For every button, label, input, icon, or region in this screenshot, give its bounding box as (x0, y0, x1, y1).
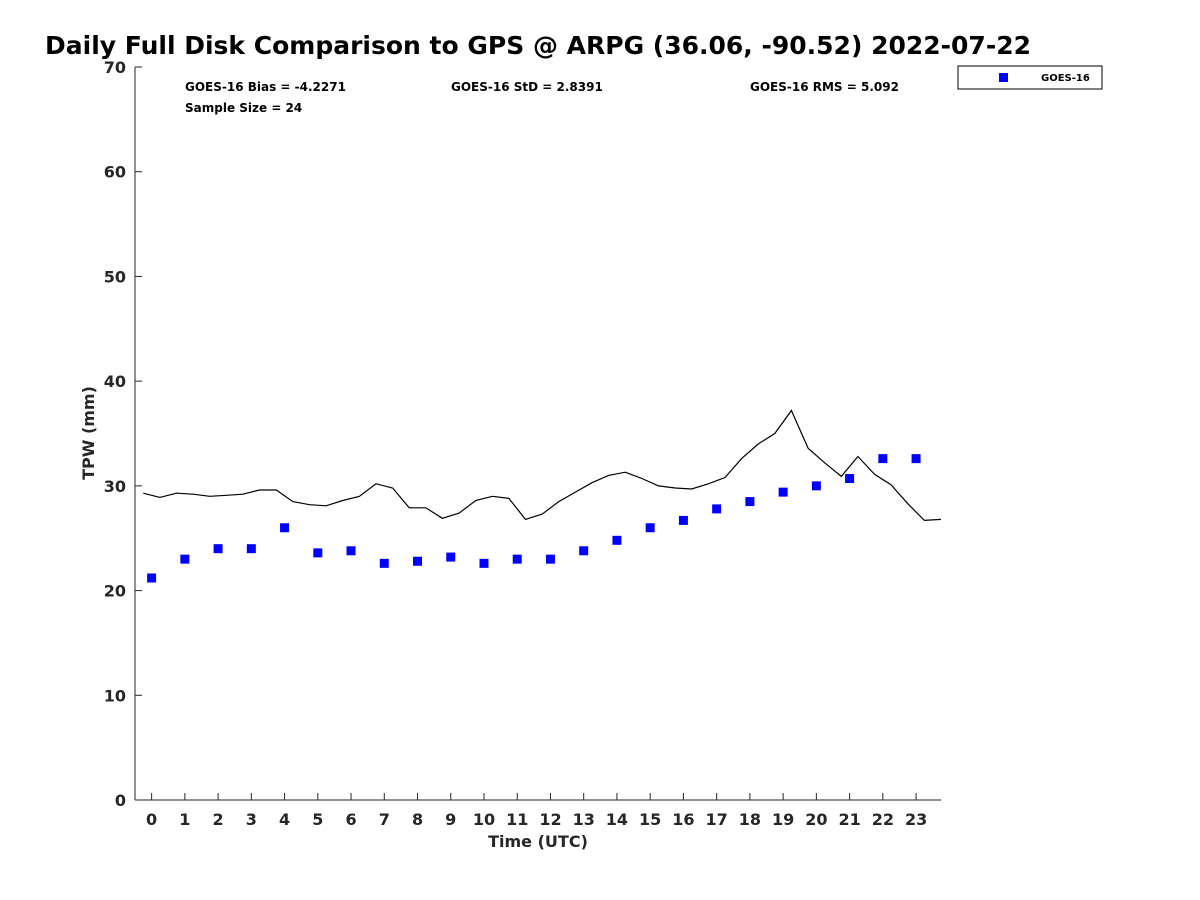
goes16-data-point (313, 548, 323, 558)
x-tick-label: 19 (772, 810, 794, 829)
x-tick-label: 16 (672, 810, 694, 829)
x-ticks: 0 1 2 3 4 5 6 7 8 9 10 11 12 13 14 15 16 17 18 19 20 21 22 23 (146, 793, 927, 829)
goes16-data-point (579, 546, 589, 556)
x-tick-label: 11 (506, 810, 528, 829)
y-tick-label: 70 (104, 58, 126, 77)
y-tick-label: 0 (115, 791, 126, 810)
x-tick-label: 21 (838, 810, 860, 829)
x-tick-label: 4 (279, 810, 290, 829)
y-tick-label: 20 (104, 582, 126, 601)
x-tick-label: 22 (872, 810, 894, 829)
goes16-data-point (479, 558, 489, 568)
plot-area (134, 67, 941, 801)
stat-bias: GOES-16 Bias = -4.2271 (185, 80, 346, 94)
legend-marker-goes16 (999, 73, 1008, 82)
goes16-data-point (346, 546, 356, 556)
x-tick-label: 7 (379, 810, 390, 829)
x-tick-label: 6 (345, 810, 356, 829)
goes16-data-point (545, 554, 555, 564)
y-tick-label: 40 (104, 372, 126, 391)
goes16-data-point (745, 497, 755, 507)
goes16-data-point (446, 552, 456, 562)
x-tick-label: 12 (539, 810, 561, 829)
goes16-data-point (612, 535, 622, 545)
goes16-data-point (512, 554, 522, 564)
x-tick-label: 18 (739, 810, 761, 829)
y-ticks: 0 10 20 30 40 50 60 70 (104, 58, 142, 810)
y-axis-label: TPW (mm) (79, 386, 98, 480)
x-tick-label: 3 (246, 810, 257, 829)
goes16-data-point (280, 523, 290, 533)
goes16-data-point (712, 504, 722, 514)
goes16-data-point (147, 573, 157, 583)
chart-title: Daily Full Disk Comparison to GPS @ ARPG… (45, 31, 1031, 60)
x-tick-label: 10 (473, 810, 495, 829)
goes16-data-point (246, 544, 256, 554)
gps-reference-line (143, 409, 942, 522)
y-tick-label: 10 (104, 686, 126, 705)
goes16-data-point (180, 554, 190, 564)
goes16-data-point (379, 558, 389, 568)
x-tick-label: 13 (573, 810, 595, 829)
legend: GOES-16 (957, 65, 1103, 90)
x-tick-label: 14 (606, 810, 628, 829)
x-tick-label: 0 (146, 810, 157, 829)
y-tick-label: 50 (104, 267, 126, 286)
stat-sample-size: Sample Size = 24 (185, 101, 302, 115)
x-tick-label: 9 (445, 810, 456, 829)
goes16-data-point (778, 487, 788, 497)
legend-label-goes16: GOES-16 (1041, 73, 1090, 84)
x-tick-label: 17 (706, 810, 728, 829)
goes16-data-point (811, 481, 821, 491)
goes16-data-point (845, 474, 855, 484)
x-tick-label: 23 (905, 810, 927, 829)
goes16-data-point (911, 454, 921, 464)
goes16-data-point (678, 515, 688, 525)
legend-box (957, 65, 1103, 90)
stat-rms: GOES-16 RMS = 5.092 (750, 80, 899, 94)
goes16-data-point (413, 556, 423, 566)
x-tick-label: 1 (179, 810, 190, 829)
goes16-data-point (878, 454, 888, 464)
goes16-data-point (213, 544, 223, 554)
x-tick-label: 5 (312, 810, 323, 829)
stat-std: GOES-16 StD = 2.8391 (451, 80, 603, 94)
x-tick-label: 2 (213, 810, 224, 829)
x-tick-label: 8 (412, 810, 423, 829)
x-axis-label: Time (UTC) (488, 832, 588, 851)
x-tick-label: 20 (805, 810, 827, 829)
y-tick-label: 60 (104, 163, 126, 182)
goes16-data-point (645, 523, 655, 533)
x-tick-label: 15 (639, 810, 661, 829)
y-tick-label: 30 (104, 477, 126, 496)
series-layer (143, 409, 942, 583)
